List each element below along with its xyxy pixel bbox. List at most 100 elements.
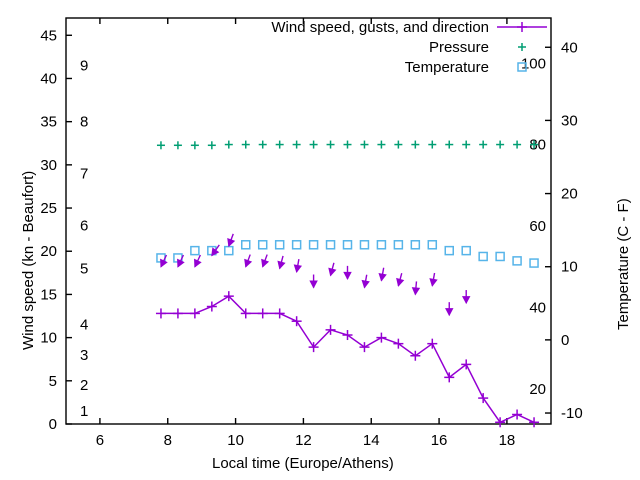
- temperature-marker: [478, 251, 488, 262]
- pressure-marker: [190, 141, 199, 150]
- y-left-tick-label: 35: [40, 114, 57, 131]
- wind-direction-arrow: [261, 254, 270, 268]
- y-left-tick-label: 15: [40, 286, 57, 303]
- pressure-marker: [275, 140, 284, 149]
- wind-speed-marker: [308, 342, 319, 353]
- wind-speed-marker: [240, 308, 251, 319]
- wind-speed-marker: [444, 372, 455, 383]
- beaufort-label: 8: [80, 114, 88, 131]
- series-pressure: [156, 140, 539, 150]
- temperature-marker: [495, 251, 505, 262]
- wind-speed-marker: [325, 324, 336, 335]
- pressure-marker: [411, 140, 420, 149]
- wind-speed-marker: [461, 359, 472, 370]
- pressure-marker: [394, 140, 403, 149]
- y-right-tick-label: 10: [561, 259, 578, 276]
- wind-direction-arrow: [194, 254, 202, 268]
- temperature-marker: [342, 240, 353, 250]
- pressure-marker: [207, 141, 216, 150]
- y-right-tick-label: 40: [561, 39, 578, 56]
- y-left-tick-label: 25: [40, 200, 57, 217]
- pressure-marker: [462, 140, 471, 149]
- y-left-tick-label: 10: [40, 330, 57, 347]
- temperature-marker: [512, 256, 522, 266]
- pressure-marker: [428, 140, 437, 149]
- legend-label: Wind speed, gusts, and direction: [271, 19, 489, 36]
- pressure-marker: [258, 140, 267, 149]
- wind-speed-marker: [155, 308, 166, 319]
- temperature-marker: [410, 240, 421, 250]
- pressure-marker: [241, 140, 250, 149]
- legend-label: Temperature: [405, 59, 489, 76]
- wind-speed-marker: [291, 316, 302, 327]
- y-right-tick-label: -10: [561, 405, 583, 422]
- temperature-marker: [325, 240, 336, 250]
- pressure-marker: [496, 140, 505, 149]
- temperature-marker: [308, 240, 319, 250]
- x-axis-ticks: 6 8 10 12 14 16 18: [96, 18, 515, 449]
- chart-legend: Wind speed, gusts, and direction Pressure…: [271, 19, 547, 76]
- beaufort-label: 1: [80, 403, 88, 420]
- y-left-tick-label: 30: [40, 157, 57, 174]
- pressure-marker: [530, 140, 539, 149]
- y-right-tick-label: 20: [561, 186, 578, 203]
- wind-speed-marker: [359, 342, 370, 353]
- temperature-marker: [444, 245, 455, 256]
- wind-direction-arrow: [445, 302, 454, 317]
- y-right-tick-label: 30: [561, 112, 578, 129]
- wind-direction-arrow: [429, 272, 438, 287]
- y-right-tick-label: 0: [561, 332, 569, 349]
- beaufort-label: 9: [80, 58, 88, 75]
- wind-speed-marker: [495, 417, 506, 428]
- wind-direction-arrows: [160, 233, 471, 317]
- series-wind-speed: [155, 291, 540, 428]
- fahrenheit-label: 20: [529, 381, 546, 398]
- wind-speed-marker: [529, 417, 540, 428]
- temperature-marker: [224, 245, 234, 256]
- temperature-marker: [190, 245, 200, 256]
- x-tick-label: 6: [96, 432, 104, 449]
- y-right-axis-label: Temperature (C - F): [615, 198, 632, 330]
- pressure-marker: [377, 140, 386, 149]
- y-left-axis-ticks: 0 5 10 15 20 25 30 35 40 45: [40, 27, 72, 433]
- y-right-axis-ticks: -10 0 10 20 30 40: [545, 39, 583, 422]
- x-tick-label: 10: [227, 432, 244, 449]
- wind-direction-arrow: [396, 273, 405, 287]
- wind-direction-arrow: [211, 244, 220, 257]
- pressure-marker: [173, 141, 182, 150]
- legend-marker-wind: [517, 22, 527, 32]
- wind-speed-marker: [427, 338, 438, 349]
- temperature-marker: [461, 245, 471, 256]
- beaufort-label: 4: [80, 317, 88, 334]
- temperature-marker: [241, 240, 251, 250]
- beaufort-label: 3: [80, 347, 88, 364]
- plot-frame: [65, 17, 552, 425]
- temperature-marker: [393, 240, 404, 250]
- wind-direction-arrow: [343, 265, 352, 280]
- wind-direction-arrow: [378, 267, 387, 282]
- wind-speed-marker: [393, 338, 404, 349]
- x-axis-label: Local time (Europe/Athens): [212, 455, 394, 472]
- y-left-axis-label: Wind speed (kn - Beaufort): [20, 170, 37, 350]
- wind-speed-marker: [189, 308, 200, 319]
- pressure-marker: [224, 140, 233, 149]
- wind-direction-arrow: [293, 259, 303, 274]
- x-tick-label: 14: [363, 432, 380, 449]
- wind-speed-marker: [206, 301, 217, 312]
- fahrenheit-label: 100: [521, 55, 546, 72]
- temperature-marker: [274, 240, 285, 250]
- y-left-tick-label: 0: [49, 416, 57, 433]
- beaufort-label: 2: [80, 377, 88, 394]
- x-tick-label: 16: [431, 432, 448, 449]
- temperature-marker: [359, 240, 370, 250]
- wind-direction-arrow: [244, 254, 253, 268]
- fahrenheit-label: 60: [529, 218, 546, 235]
- wind-direction-arrow: [227, 233, 236, 248]
- wind-direction-arrow: [177, 254, 185, 268]
- wind-direction-arrow: [361, 274, 370, 289]
- y-left-tick-label: 45: [40, 27, 57, 44]
- temperature-marker: [427, 240, 438, 250]
- legend-marker-pressure: [518, 43, 526, 51]
- pressure-marker: [360, 140, 369, 149]
